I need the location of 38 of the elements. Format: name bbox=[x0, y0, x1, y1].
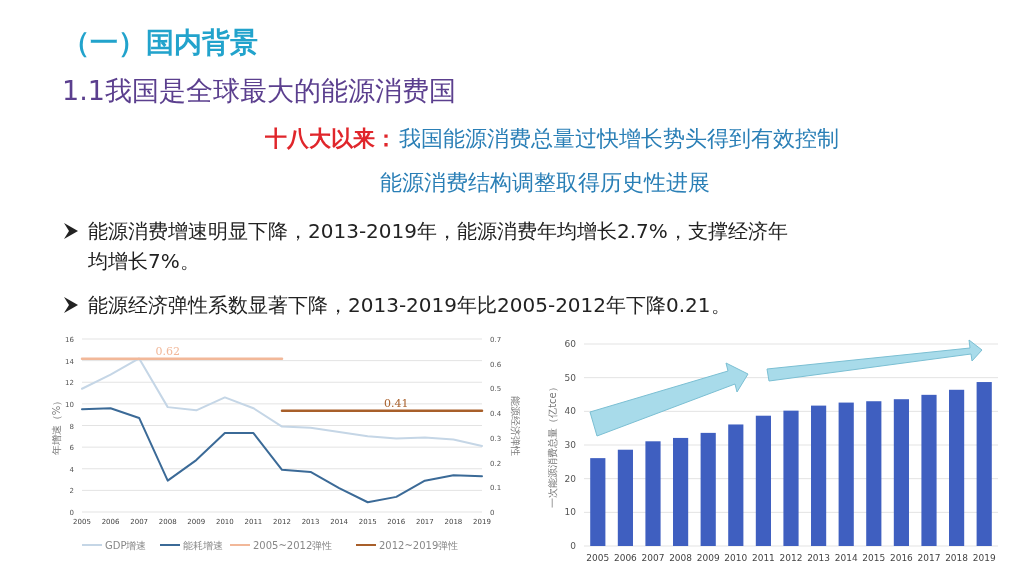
x-tick-label: 2010 bbox=[724, 553, 748, 563]
y-tick-label: 10 bbox=[564, 507, 577, 518]
x-tick-label: 2012 bbox=[779, 553, 803, 563]
x-tick-label: 2019 bbox=[972, 553, 996, 563]
x-tick-label: 2006 bbox=[613, 553, 638, 563]
y-tick-label: 40 bbox=[564, 406, 577, 417]
x-tick-label: 2014 bbox=[834, 553, 858, 563]
text: 能源经济弹性系数显著下降，2013-2019年比2005-2012年下降0.21。 bbox=[88, 293, 731, 317]
legend-label: 2012~2019弹性 bbox=[379, 540, 459, 551]
x-tick-label: 2011 bbox=[751, 553, 775, 563]
text: 我国能源消费总量过快增长势头得到有效控制 bbox=[399, 126, 839, 151]
y-tick-label: 30 bbox=[564, 440, 577, 450]
data-label: 0.41 bbox=[384, 396, 409, 410]
y-axis-title: 年增速（%） bbox=[51, 395, 62, 456]
legend-label: GDP增速 bbox=[105, 540, 147, 551]
y-tick-label: 20 bbox=[564, 473, 577, 484]
x-tick-label: 2013 bbox=[807, 553, 831, 563]
y-tick-label: 0 bbox=[570, 541, 577, 551]
y-tick-label: 50 bbox=[564, 372, 577, 383]
x-tick-label: 2016 bbox=[889, 553, 914, 563]
y-tick-label: 60 bbox=[564, 339, 577, 349]
text: 十八大以来： bbox=[264, 126, 397, 151]
x-tick-label: 2008 bbox=[669, 553, 693, 563]
data-label: 0.62 bbox=[155, 344, 180, 358]
x-tick-label: 2015 bbox=[862, 553, 886, 563]
y-axis-title: 一次能源消费总量（亿tce） bbox=[547, 382, 558, 508]
legend-label: 能耗增速 bbox=[183, 540, 223, 551]
x-tick-label: 2017 bbox=[917, 553, 941, 563]
x-tick-label: 2005 bbox=[586, 553, 610, 563]
legend-label: 2005~2012弹性 bbox=[253, 540, 333, 551]
chart-subtitle: 1.1我国是全球最大的能源消费国 bbox=[62, 75, 456, 106]
x-tick-label: 2009 bbox=[696, 553, 720, 563]
x-tick-label: 2018 bbox=[945, 553, 969, 563]
x-tick-label: 2007 bbox=[641, 553, 665, 563]
chart-title: （一）国内背景 bbox=[62, 26, 258, 59]
text: 能源消费结构调整取得历史性进展 bbox=[380, 170, 710, 195]
text: 能源消费增速明显下降，2013-2019年，能源消费年均增长2.7%，支撑经济年均增长7%。 bbox=[87, 219, 788, 273]
y2-axis-title: 能源经济弹性 bbox=[510, 395, 521, 456]
